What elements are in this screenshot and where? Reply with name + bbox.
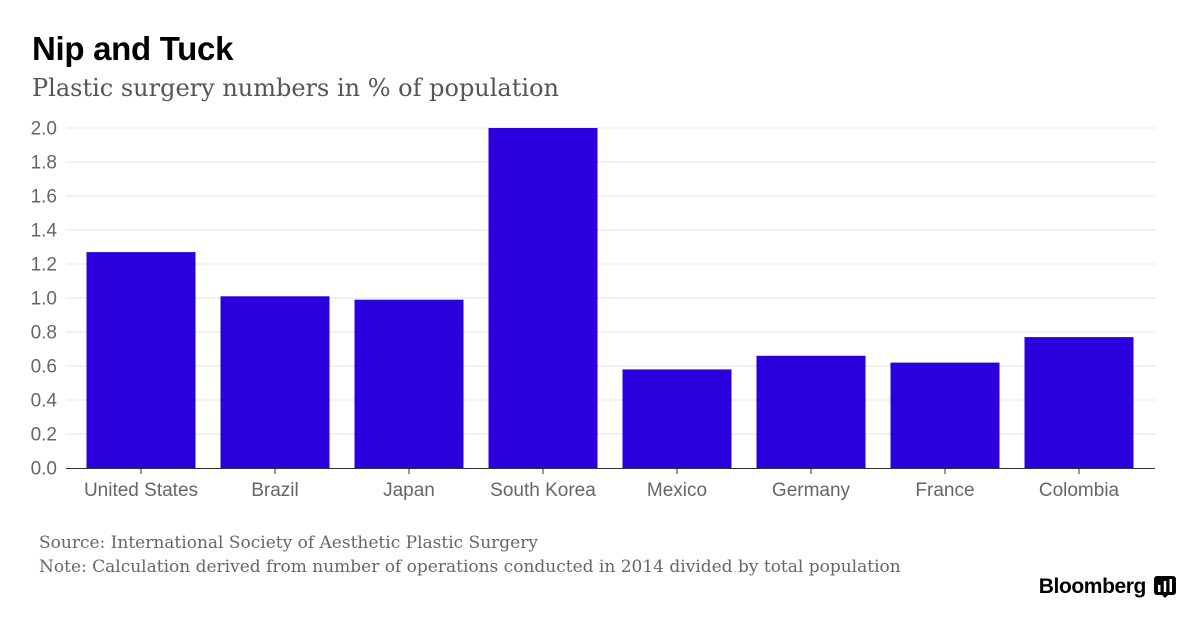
y-tick-label: 1.8 xyxy=(31,153,57,174)
x-tick-label: South Korea xyxy=(490,480,596,501)
x-axis-ticks: United States Brazil Japan South Korea Mexic… xyxy=(84,468,1120,501)
bar-brazil xyxy=(220,296,330,468)
y-tick-label: 2.0 xyxy=(31,119,57,140)
y-axis-ticks: 0.0 0.2 0.4 0.6 0.8 1.0 1.2 1.4 1.6 1.8 2.0 xyxy=(31,119,58,480)
y-tick-label: 1.4 xyxy=(31,221,58,242)
y-tick-label: 0.0 xyxy=(31,459,57,480)
bloomberg-chart-icon xyxy=(1154,576,1176,598)
y-tick-label: 1.6 xyxy=(31,187,57,208)
chart-subtitle: Plastic surgery numbers in % of populati… xyxy=(32,74,559,102)
methodology-note: Note: Calculation derived from number of… xyxy=(39,557,901,577)
x-tick-label: Colombia xyxy=(1039,480,1120,501)
bar-colombia xyxy=(1024,337,1134,468)
x-tick-label: United States xyxy=(84,480,198,501)
y-tick-label: 1.2 xyxy=(31,255,57,276)
bar-japan xyxy=(354,299,464,468)
x-tick-label: Germany xyxy=(772,480,851,501)
source-note: Source: International Society of Aesthet… xyxy=(39,533,538,553)
x-tick-label: Japan xyxy=(383,480,435,501)
y-tick-label: 0.6 xyxy=(31,357,57,378)
bars xyxy=(86,128,1134,468)
bar-france xyxy=(890,362,1000,468)
y-tick-label: 1.0 xyxy=(31,289,57,310)
brand-name: Bloomberg xyxy=(1038,575,1147,598)
bar-united-states xyxy=(86,252,196,468)
bar-germany xyxy=(756,355,866,468)
x-tick-label: Brazil xyxy=(251,480,299,501)
brand-logo: Bloomberg xyxy=(1039,575,1176,599)
bar-mexico xyxy=(622,369,732,468)
chart-title: Nip and Tuck xyxy=(32,30,234,67)
x-tick-label: Mexico xyxy=(647,480,707,501)
y-tick-label: 0.8 xyxy=(31,323,57,344)
y-tick-label: 0.4 xyxy=(31,391,58,412)
bar-south-korea xyxy=(488,128,598,468)
y-tick-label: 0.2 xyxy=(31,425,57,446)
x-tick-label: France xyxy=(915,480,974,501)
